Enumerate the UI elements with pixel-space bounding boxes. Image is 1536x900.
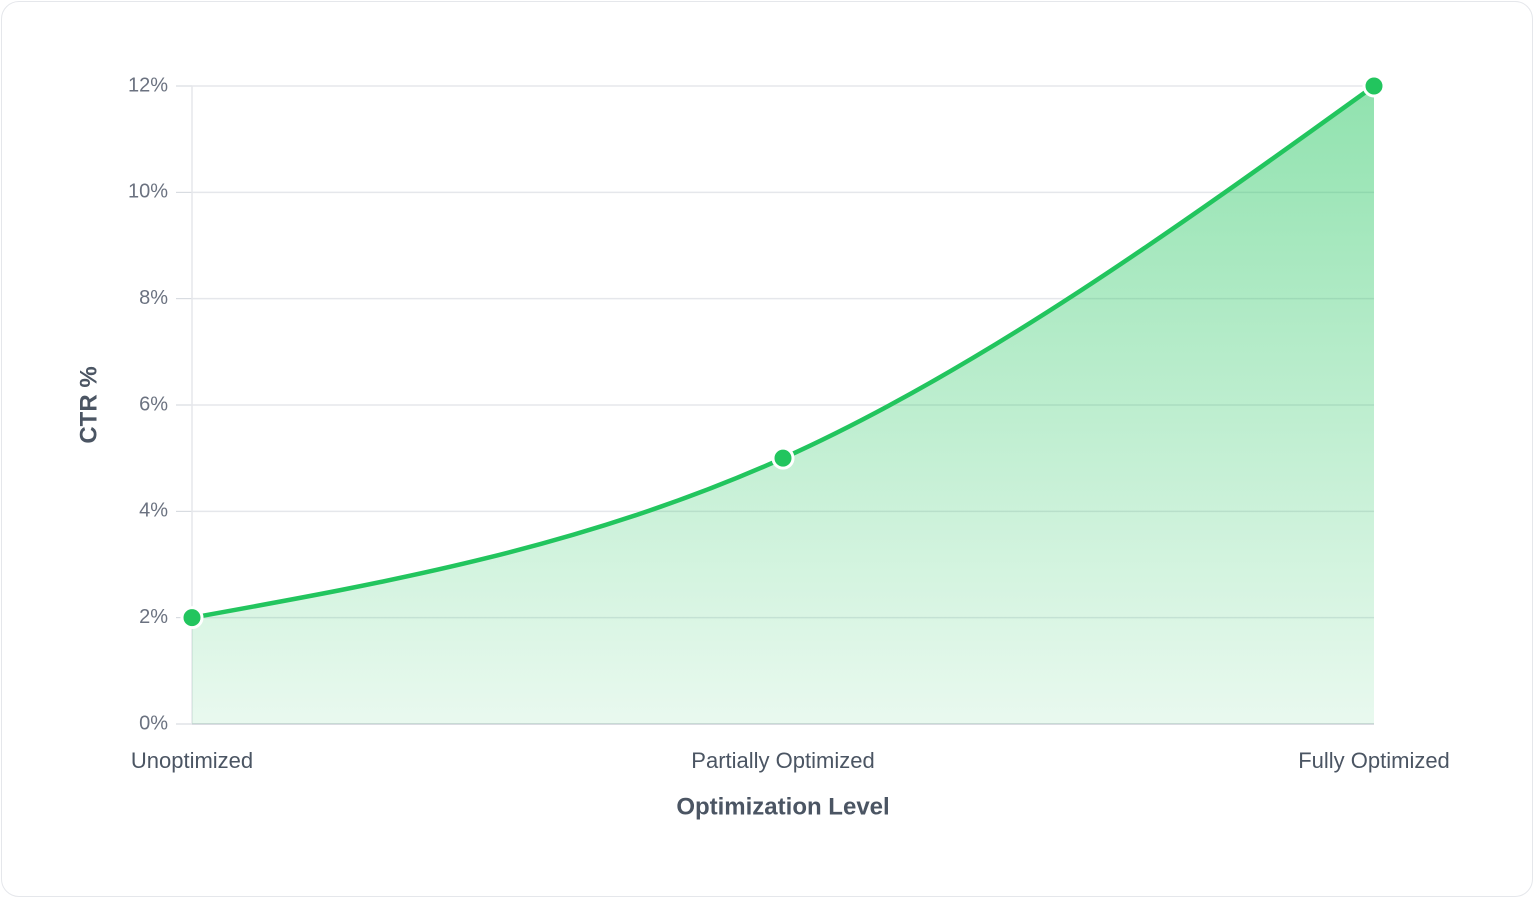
y-tick-label: 0% <box>139 712 168 734</box>
y-tick-label: 2% <box>139 606 168 628</box>
x-tick-label: Fully Optimized <box>1298 748 1450 773</box>
point <box>1362 74 1386 98</box>
point <box>180 606 204 630</box>
y-tick-label: 12% <box>128 74 168 96</box>
y-tick-label: 4% <box>139 500 168 522</box>
y-tick-label: 8% <box>139 287 168 309</box>
x-tick-label: Unoptimized <box>131 748 253 773</box>
area <box>192 86 1374 724</box>
x-tick-label: Partially Optimized <box>691 748 874 773</box>
y-tick-label: 10% <box>128 181 168 203</box>
y-axis-title: CTR % <box>75 366 102 443</box>
point <box>771 446 795 470</box>
x-axis-title: Optimization Level <box>676 793 889 820</box>
y-tick-label: 6% <box>139 393 168 415</box>
